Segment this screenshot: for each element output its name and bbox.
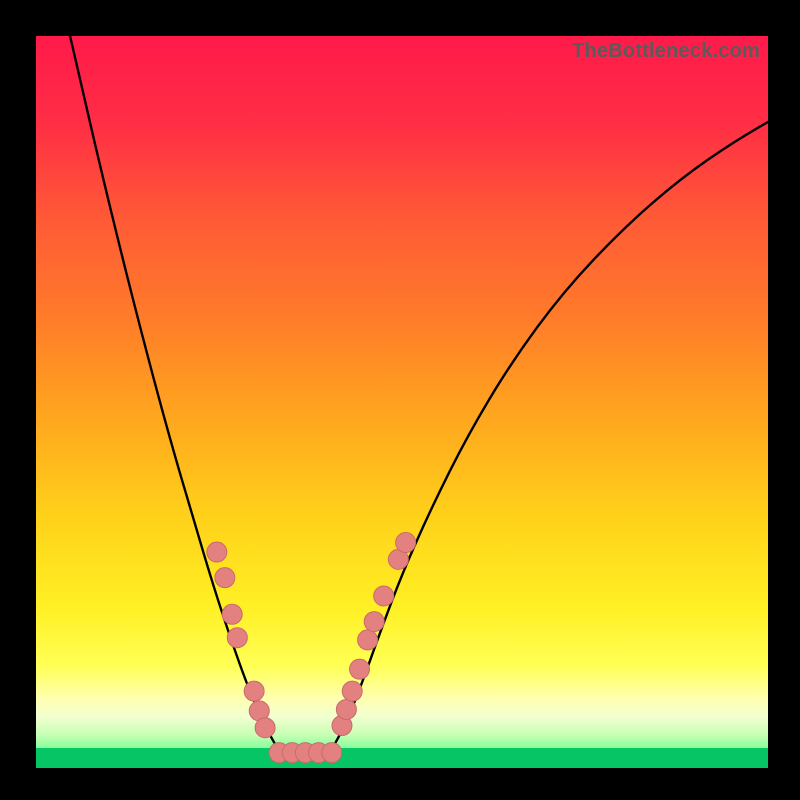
curves-layer [36, 36, 768, 768]
data-marker [364, 612, 384, 632]
data-marker [227, 628, 247, 648]
data-marker [207, 542, 227, 562]
watermark-text: TheBottleneck.com [572, 40, 760, 63]
data-marker [244, 681, 264, 701]
data-marker [215, 568, 235, 588]
right-curve [329, 106, 768, 754]
data-marker [396, 533, 416, 553]
markers-group [207, 533, 416, 763]
data-marker [374, 586, 394, 606]
data-marker [255, 718, 275, 738]
data-marker [322, 743, 342, 763]
data-marker [350, 659, 370, 679]
data-marker [336, 699, 356, 719]
data-marker [358, 630, 378, 650]
left-curve [62, 36, 282, 753]
plot-area: TheBottleneck.com [36, 36, 768, 768]
data-marker [342, 681, 362, 701]
data-marker [222, 604, 242, 624]
outer-frame: TheBottleneck.com [0, 0, 800, 800]
